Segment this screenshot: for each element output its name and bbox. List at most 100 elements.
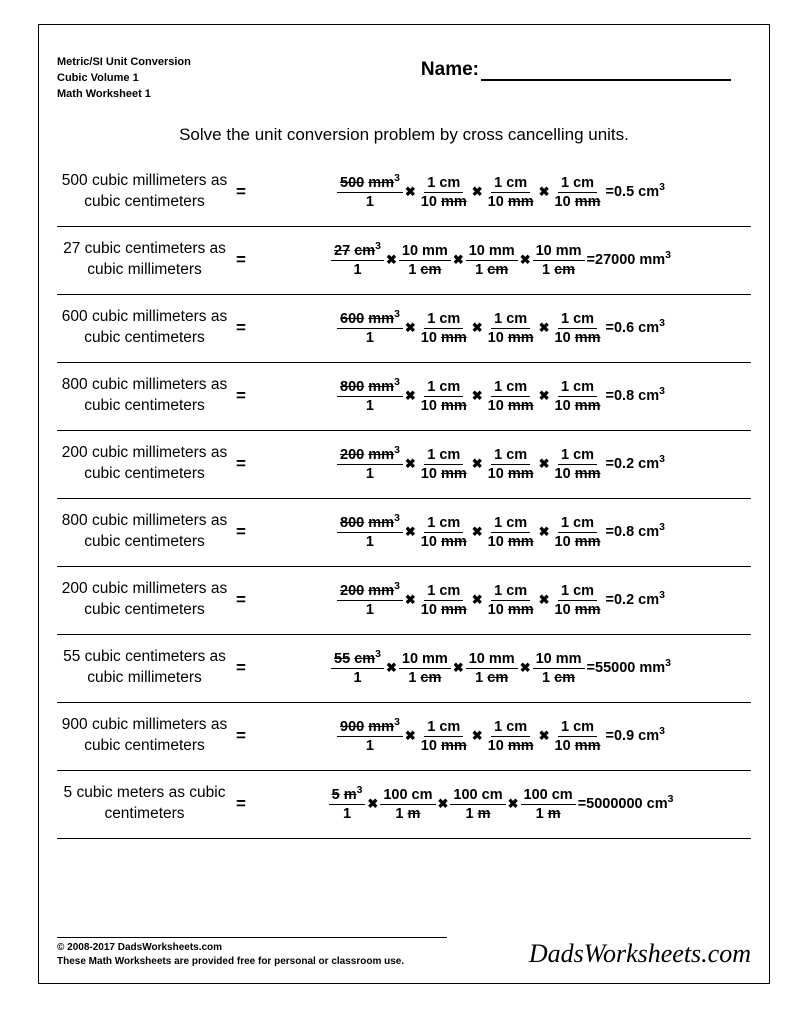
result: =55000 mm3 — [587, 660, 671, 676]
fraction: 800 mm31 — [337, 379, 403, 414]
times-icon: ✖ — [438, 796, 449, 812]
problem-solution: 800 mm31✖1 cm10 mm✖1 cm10 mm✖1 cm10 mm=0… — [250, 373, 751, 420]
fraction: 1 cm10 mm — [418, 515, 470, 550]
times-icon: ✖ — [539, 388, 550, 404]
times-icon: ✖ — [508, 796, 519, 812]
times-icon: ✖ — [405, 320, 416, 336]
footer-left: © 2008-2017 DadsWorksheets.com These Mat… — [57, 937, 447, 969]
equals-sign: = — [232, 658, 250, 678]
problem-prompt: 200 cubic millimeters as cubic centimete… — [57, 575, 232, 625]
fraction: 1 cm10 mm — [418, 583, 470, 618]
times-icon: ✖ — [386, 252, 397, 268]
fraction: 27 cm31 — [331, 243, 384, 278]
fraction: 1 cm10 mm — [552, 515, 604, 550]
result: =27000 mm3 — [587, 252, 671, 268]
footer-note: These Math Worksheets are provided free … — [57, 955, 447, 969]
result: =5000000 cm3 — [578, 796, 674, 812]
fraction: 200 mm31 — [337, 447, 403, 482]
fraction: 100 cm1 m — [380, 787, 435, 822]
times-icon: ✖ — [405, 388, 416, 404]
problem-row: 800 cubic millimeters as cubic centimete… — [57, 363, 751, 431]
result: =0.9 cm3 — [606, 728, 665, 744]
fraction: 1 cm10 mm — [485, 719, 537, 754]
fraction: 1 cm10 mm — [552, 447, 604, 482]
result: =0.5 cm3 — [606, 184, 665, 200]
equals-sign: = — [232, 726, 250, 746]
problem-row: 200 cubic millimeters as cubic centimete… — [57, 431, 751, 499]
fraction: 10 mm1 cm — [533, 243, 585, 278]
meta-line-2: Cubic Volume 1 — [57, 71, 191, 87]
meta-line-3: Math Worksheet 1 — [57, 87, 191, 103]
problem-row: 55 cubic centimeters as cubic millimeter… — [57, 635, 751, 703]
header: Metric/SI Unit Conversion Cubic Volume 1… — [57, 55, 751, 103]
problem-prompt: 800 cubic millimeters as cubic centimete… — [57, 371, 232, 421]
result: =0.8 cm3 — [606, 388, 665, 404]
problem-row: 600 cubic millimeters as cubic centimete… — [57, 295, 751, 363]
fraction: 1 cm10 mm — [485, 379, 537, 414]
fraction: 1 cm10 mm — [552, 379, 604, 414]
problem-row: 200 cubic millimeters as cubic centimete… — [57, 567, 751, 635]
problem-solution: 200 mm31✖1 cm10 mm✖1 cm10 mm✖1 cm10 mm=0… — [250, 577, 751, 624]
problem-prompt: 27 cubic centimeters as cubic millimeter… — [57, 235, 232, 285]
fraction: 1 cm10 mm — [485, 447, 537, 482]
problem-row: 5 cubic meters as cubic centimeters=5 m3… — [57, 771, 751, 839]
fraction: 100 cm1 m — [521, 787, 576, 822]
times-icon: ✖ — [405, 524, 416, 540]
footer: © 2008-2017 DadsWorksheets.com These Mat… — [57, 937, 751, 969]
fraction: 55 cm31 — [331, 651, 384, 686]
result: =0.2 cm3 — [606, 592, 665, 608]
problem-prompt: 600 cubic millimeters as cubic centimete… — [57, 303, 232, 353]
times-icon: ✖ — [472, 592, 483, 608]
times-icon: ✖ — [405, 728, 416, 744]
name-label: Name: — [421, 59, 479, 80]
fraction: 1 cm10 mm — [485, 515, 537, 550]
copyright: © 2008-2017 DadsWorksheets.com — [57, 941, 447, 955]
equals-sign: = — [232, 454, 250, 474]
fraction: 600 mm31 — [337, 311, 403, 346]
fraction: 1 cm10 mm — [552, 583, 604, 618]
result: =0.6 cm3 — [606, 320, 665, 336]
fraction: 1 cm10 mm — [418, 719, 470, 754]
problem-prompt: 200 cubic millimeters as cubic centimete… — [57, 439, 232, 489]
problem-solution: 500 mm31✖1 cm10 mm✖1 cm10 mm✖1 cm10 mm=0… — [250, 169, 751, 216]
problem-solution: 800 mm31✖1 cm10 mm✖1 cm10 mm✖1 cm10 mm=0… — [250, 509, 751, 556]
problem-solution: 5 m31✖100 cm1 m✖100 cm1 m✖100 cm1 m=5000… — [250, 781, 751, 828]
times-icon: ✖ — [472, 320, 483, 336]
fraction: 10 mm1 cm — [466, 651, 518, 686]
fraction: 1 cm10 mm — [418, 175, 470, 210]
problem-prompt: 500 cubic millimeters as cubic centimete… — [57, 167, 232, 217]
problem-row: 500 cubic millimeters as cubic centimete… — [57, 159, 751, 227]
name-blank[interactable] — [481, 79, 731, 81]
times-icon: ✖ — [472, 524, 483, 540]
times-icon: ✖ — [472, 388, 483, 404]
name-field: Name: — [421, 59, 731, 81]
problems-table: 500 cubic millimeters as cubic centimete… — [57, 159, 751, 839]
times-icon: ✖ — [472, 184, 483, 200]
problem-prompt: 55 cubic centimeters as cubic millimeter… — [57, 643, 232, 693]
meta-line-1: Metric/SI Unit Conversion — [57, 55, 191, 71]
times-icon: ✖ — [520, 252, 531, 268]
times-icon: ✖ — [539, 456, 550, 472]
fraction: 1 cm10 mm — [485, 583, 537, 618]
times-icon: ✖ — [472, 728, 483, 744]
problem-prompt: 900 cubic millimeters as cubic centimete… — [57, 711, 232, 761]
worksheet-page: Metric/SI Unit Conversion Cubic Volume 1… — [38, 24, 770, 984]
problem-solution: 600 mm31✖1 cm10 mm✖1 cm10 mm✖1 cm10 mm=0… — [250, 305, 751, 352]
times-icon: ✖ — [539, 592, 550, 608]
brand-logo: DadsWorksheets.com — [529, 939, 751, 969]
fraction: 1 cm10 mm — [485, 175, 537, 210]
problem-row: 900 cubic millimeters as cubic centimete… — [57, 703, 751, 771]
equals-sign: = — [232, 590, 250, 610]
fraction: 800 mm31 — [337, 515, 403, 550]
fraction: 10 mm1 cm — [466, 243, 518, 278]
fraction: 200 mm31 — [337, 583, 403, 618]
result: =0.2 cm3 — [606, 456, 665, 472]
times-icon: ✖ — [453, 660, 464, 676]
problem-solution: 27 cm31✖10 mm1 cm✖10 mm1 cm✖10 mm1 cm=27… — [250, 237, 751, 284]
problem-row: 27 cubic centimeters as cubic millimeter… — [57, 227, 751, 295]
times-icon: ✖ — [539, 320, 550, 336]
problem-prompt: 800 cubic millimeters as cubic centimete… — [57, 507, 232, 557]
instructions: Solve the unit conversion problem by cro… — [57, 125, 751, 145]
fraction: 100 cm1 m — [450, 787, 505, 822]
fraction: 1 cm10 mm — [418, 379, 470, 414]
